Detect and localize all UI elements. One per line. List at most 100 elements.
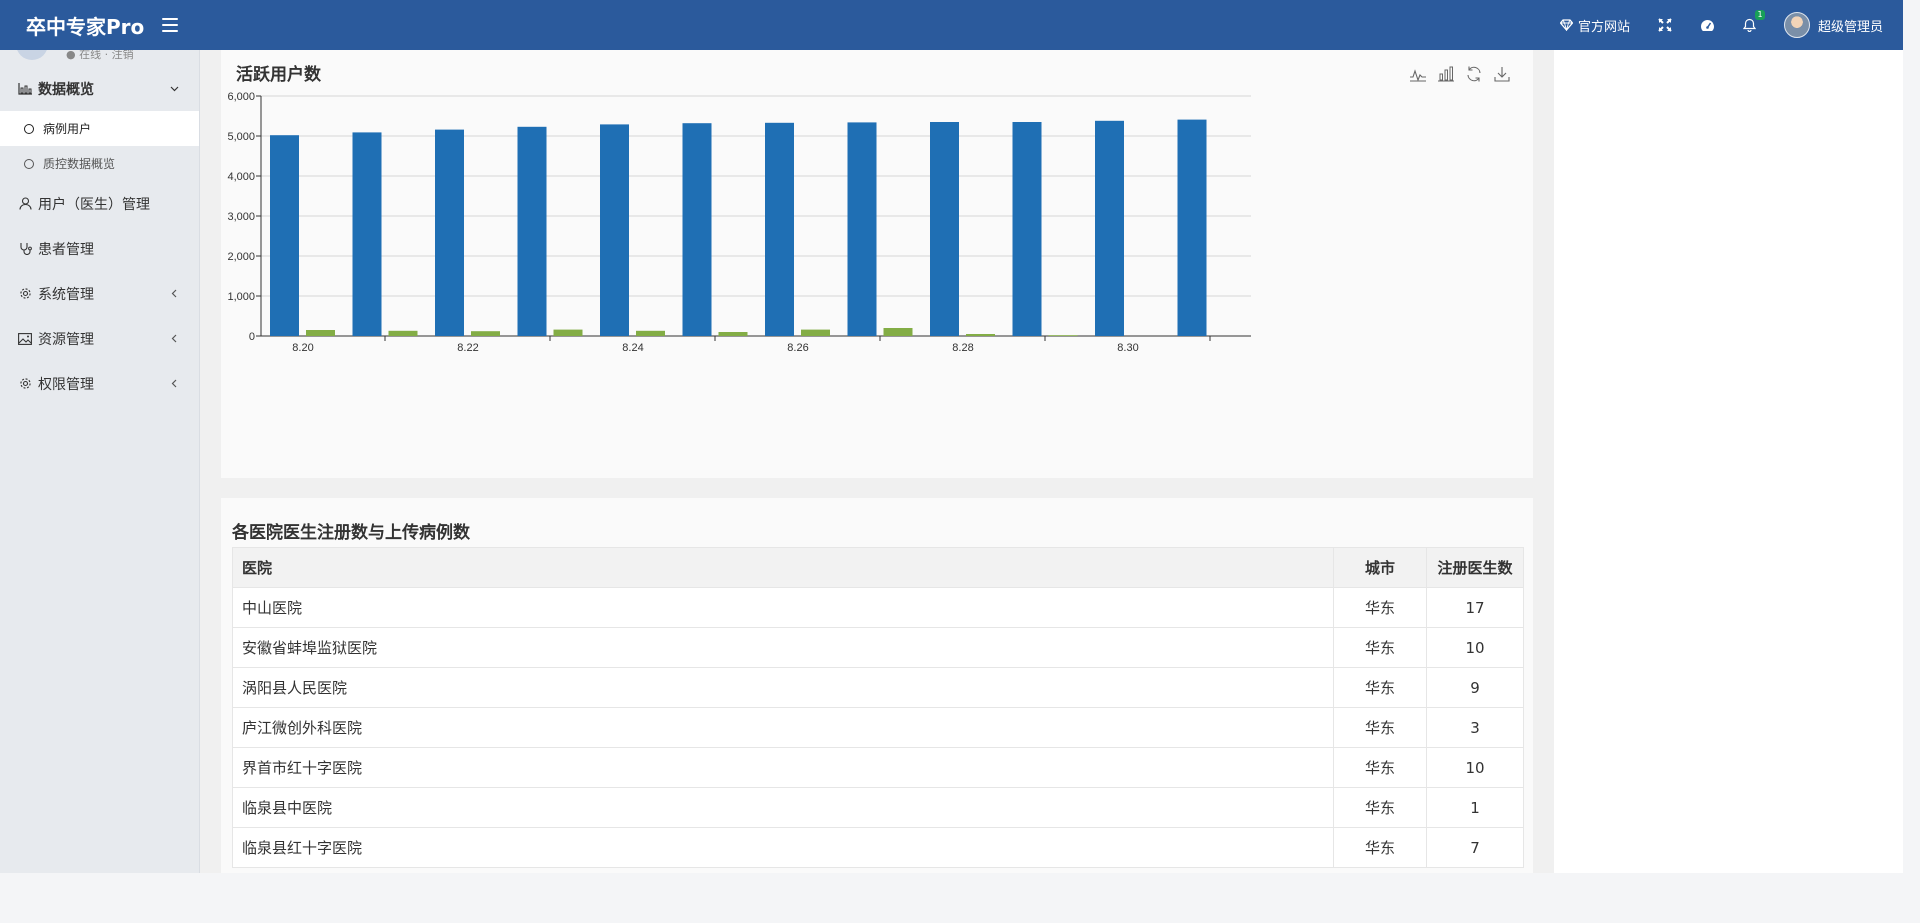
refresh-icon[interactable] (1465, 65, 1483, 83)
active-users-panel: 活跃用户数 0 1,000 2,000 3,000 4,000 5,000 6,000 8.2… (221, 50, 1533, 478)
avatar (1783, 12, 1810, 38)
sidebar-item-data-overview[interactable]: 数据概览 (0, 66, 199, 111)
cell-hospital: 界首市红十字医院 (232, 747, 1334, 788)
diamond-icon (1559, 19, 1573, 31)
bar-chart-icon[interactable] (1437, 65, 1455, 83)
fullscreen-button[interactable] (1644, 0, 1686, 50)
y-tick-label: 3,000 (227, 211, 255, 223)
sidebar-subitem-case-users[interactable]: 病例用户 (0, 111, 199, 146)
bar-8.24-s0 (600, 124, 629, 337)
bar-8.26-s0 (765, 122, 794, 336)
cell-hospital: 安徽省蚌埠监狱医院 (232, 627, 1334, 668)
chevron-down-icon (170, 86, 178, 91)
sidebar-avatar (16, 50, 48, 60)
sidebar-item-system-management[interactable]: 系统管理 (0, 271, 199, 316)
brand-title[interactable]: 卒中专家Pro (26, 14, 145, 39)
bar-8.21-s1 (388, 330, 418, 336)
user-menu[interactable]: 超级管理员 (1770, 0, 1903, 50)
bar-8.31-s0 (1177, 119, 1207, 336)
bar-8.28-s0 (930, 122, 959, 336)
gear-icon (19, 288, 31, 299)
notifications-button[interactable]: 1 (1729, 0, 1770, 50)
bar-8.28-s1 (966, 334, 995, 336)
chevron-left-icon (171, 379, 177, 388)
cell-city: 华东 (1333, 747, 1427, 788)
bar-8.20-s0 (270, 135, 299, 336)
hospital-stats-panel: 各医院医生注册数与上传病例数 医院 城市 注册医生数 中山医院 华东 17 安徽省蚌埠… (221, 498, 1533, 873)
sidebar-item-label: 权限管理 (38, 376, 94, 393)
sidebar-item-permission-management[interactable]: 权限管理 (0, 361, 199, 406)
sidebar-item-label: 系统管理 (38, 286, 94, 303)
bar-8.23-s0 (517, 126, 547, 336)
app-window: 卒中专家Pro 官方网站 1 超级管理员 (0, 0, 1903, 873)
bottom-strip (0, 873, 1920, 923)
sidebar-item-resource-management[interactable]: 资源管理 (0, 316, 199, 361)
cell-doctor-count: 9 (1426, 667, 1524, 708)
dashboard-button[interactable] (1686, 0, 1729, 50)
sidebar-item-label: 患者管理 (38, 241, 94, 258)
cell-city: 华东 (1333, 827, 1427, 868)
bar-chart-icon (18, 82, 32, 95)
bell-icon (1742, 18, 1756, 32)
x-tick-label: 8.30 (1117, 342, 1138, 354)
official-website-link[interactable]: 官方网站 (1546, 0, 1644, 50)
cell-hospital: 中山医院 (232, 587, 1334, 628)
y-tick-label: 6,000 (227, 91, 255, 103)
sidebar-subitem-label: 质控数据概览 (43, 157, 116, 171)
gear-icon (19, 378, 31, 389)
bar-8.27-s0 (847, 122, 877, 337)
download-icon[interactable] (1493, 65, 1511, 83)
column-header-city[interactable]: 城市 (1333, 547, 1427, 588)
chevron-left-icon (171, 289, 177, 298)
menu-toggle-button[interactable] (162, 18, 179, 32)
y-tick-label: 0 (249, 331, 255, 343)
bar-8.20-s1 (306, 330, 335, 336)
table-row: 中山医院 华东 17 (232, 587, 1524, 628)
column-header-doctor-count[interactable]: 注册医生数 (1426, 547, 1524, 588)
chart-title: 活跃用户数 (236, 65, 321, 85)
user-name: 超级管理员 (1817, 19, 1883, 35)
sidebar-subitem-qc-overview[interactable]: 质控数据概览 (0, 146, 199, 181)
bar-8.30-s0 (1095, 120, 1124, 336)
cell-doctor-count: 10 (1426, 747, 1524, 788)
sidebar-item-user-management[interactable]: 用户（医生）管理 (0, 181, 199, 226)
sidebar-item-label: 用户（医生）管理 (38, 196, 150, 213)
cell-city: 华东 (1333, 587, 1427, 628)
chart-toolbox (1409, 65, 1511, 83)
circle-icon (24, 158, 34, 169)
vertical-scrollbar[interactable] (1903, 0, 1920, 873)
y-tick-label: 4,000 (227, 171, 255, 183)
line-chart-icon[interactable] (1409, 65, 1427, 83)
sidebar-item-patient-management[interactable]: 患者管理 (0, 226, 199, 271)
user-icon (18, 197, 32, 210)
bar-8.26-s1 (801, 329, 830, 336)
column-header-hospital[interactable]: 医院 (232, 547, 1334, 588)
cell-doctor-count: 17 (1426, 587, 1524, 628)
hospital-table: 医院 城市 注册医生数 中山医院 华东 17 安徽省蚌埠监狱医院 华东 10 涡阳县人民医院… (232, 547, 1524, 868)
bar-8.25-s1 (718, 332, 748, 336)
sidebar-item-label: 数据概览 (38, 81, 94, 98)
cell-hospital: 涡阳县人民医院 (232, 667, 1334, 708)
sidebar: ● 在线 · 注销 数据概览 病例用户 质控数据概览 用户（医生）管理 (0, 50, 200, 873)
cell-city: 华东 (1333, 627, 1427, 668)
bar-8.27-s1 (883, 328, 913, 336)
bar-8.22-s0 (435, 129, 464, 336)
fullscreen-icon (1658, 18, 1672, 32)
dashboard-icon (1700, 19, 1714, 31)
y-tick-label: 5,000 (227, 131, 255, 143)
cell-city: 华东 (1333, 707, 1427, 748)
right-blank-area (1554, 50, 1903, 873)
top-header: 卒中专家Pro 官方网站 1 超级管理员 (0, 0, 1903, 50)
table-row: 临泉县红十字医院 华东 7 (232, 827, 1524, 868)
cell-doctor-count: 10 (1426, 627, 1524, 668)
notification-badge: 1 (1754, 10, 1765, 20)
x-tick-label: 8.26 (787, 342, 808, 354)
cell-doctor-count: 1 (1426, 787, 1524, 828)
cell-doctor-count: 3 (1426, 707, 1524, 748)
x-tick-label: 8.28 (952, 342, 973, 354)
bar-8.29-s0 (1012, 122, 1042, 336)
bar-8.23-s1 (553, 329, 583, 336)
active-users-chart: 0 1,000 2,000 3,000 4,000 5,000 6,000 8.20 8.22 8… (227, 91, 1251, 354)
cell-doctor-count: 7 (1426, 827, 1524, 868)
bar-8.25-s0 (682, 123, 712, 336)
